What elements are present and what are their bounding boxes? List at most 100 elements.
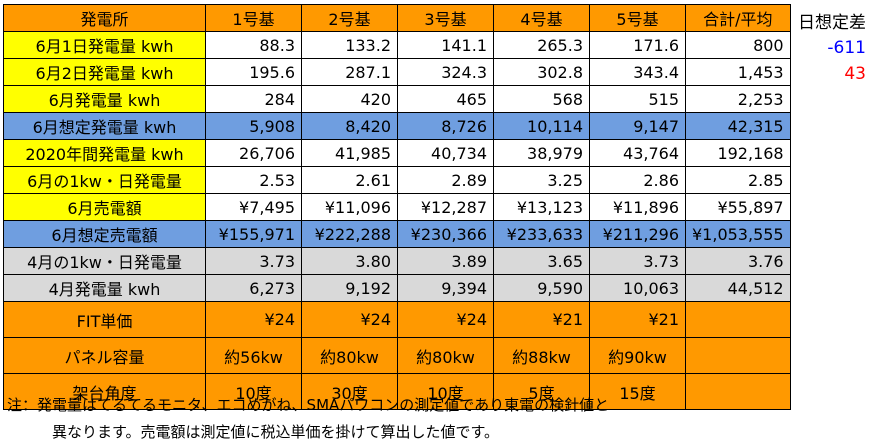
table-cell: 9,394 [397,274,494,302]
table-cell: 42,315 [685,112,791,140]
header-col-3: 3号基 [397,4,494,32]
table-cell: 800 [685,31,791,59]
table-cell: ¥230,366 [397,220,494,248]
table-cell: 287.1 [301,58,398,86]
table-cell: 302.8 [493,58,590,86]
row-label: パネル容量 [3,337,206,374]
table-cell: ¥11,096 [301,193,398,221]
table-cell: 141.1 [397,31,494,59]
table-cell: 133.2 [301,31,398,59]
table-cell: 284 [205,85,302,113]
header-col-5: 5号基 [589,4,686,32]
table-cell: ¥55,897 [685,193,791,221]
table-cell: ¥7,495 [205,193,302,221]
daily-forecast-diff-day1: -611 [827,38,866,58]
table-cell: 3.73 [205,247,302,275]
table-cell: 5度 [493,373,590,410]
row-label: 6月想定発電量 kwh [3,112,206,140]
table-cell: 343.4 [589,58,686,86]
table-cell: ¥1,053,555 [685,220,791,248]
row-label: 4月発電量 kwh [3,274,206,302]
table-cell: 3.76 [685,247,791,275]
table-cell: 3.73 [589,247,686,275]
table-cell: 420 [301,85,398,113]
table-cell: 8,420 [301,112,398,140]
table-cell: 9,590 [493,274,590,302]
row-label: 架台角度 [3,373,206,410]
header-col-2: 2号基 [301,4,398,32]
table-cell: 3.65 [493,247,590,275]
table-cell: 171.6 [589,31,686,59]
table-cell: ¥21 [589,301,686,338]
table-cell: 3.89 [397,247,494,275]
table-cell: 1,453 [685,58,791,86]
table-cell: 2.53 [205,166,302,194]
table-header-row: 発電所 1号基 2号基 3号基 4号基 5号基 合計/平均 [3,4,791,32]
table-cell: 88.3 [205,31,302,59]
table-cell: ¥24 [301,301,398,338]
row-label: 6月想定売電額 [3,220,206,248]
table-cell: 6,273 [205,274,302,302]
row-label: 6月の1kw・日発電量 [3,166,206,194]
table-cell: 約80kw [397,337,494,374]
header-col-6: 合計/平均 [685,4,791,32]
table-cell: ¥24 [397,301,494,338]
table-cell: 10度 [397,373,494,410]
table-cell: 324.3 [397,58,494,86]
row-label: 6月発電量 kwh [3,85,206,113]
header-plant: 発電所 [3,4,206,32]
table-row: 6月2日発電量 kwh 195.6 287.1 324.3 302.8 343.4 1,45… [3,58,791,86]
table-cell: 192,168 [685,139,791,167]
table-cell [685,301,791,338]
row-label: FIT単価 [3,301,206,338]
daily-forecast-diff-title: 日想定差 [798,13,866,33]
table-cell: 195.6 [205,58,302,86]
table-cell: 26,706 [205,139,302,167]
table-cell: 9,192 [301,274,398,302]
table-cell: ¥12,287 [397,193,494,221]
row-label: 4月の1kw・日発電量 [3,247,206,275]
table-row: 4月発電量 kwh 6,273 9,192 9,394 9,590 10,063 44,51… [3,274,791,302]
table-cell: 2.85 [685,166,791,194]
table-cell: 41,985 [301,139,398,167]
table-cell [685,337,791,374]
row-label: 6月2日発電量 kwh [3,58,206,86]
table-cell: ¥211,296 [589,220,686,248]
table-cell: ¥24 [205,301,302,338]
table-cell: 約90kw [589,337,686,374]
row-label: 6月売電額 [3,193,206,221]
table-cell: 2.89 [397,166,494,194]
table-cell: ¥21 [493,301,590,338]
table-cell: 568 [493,85,590,113]
table-cell: ¥13,123 [493,193,590,221]
table-cell: 3.25 [493,166,590,194]
table-cell: 約80kw [301,337,398,374]
table-cell: 40,734 [397,139,494,167]
table-cell: 515 [589,85,686,113]
table-row: 4月の1kw・日発電量 3.73 3.80 3.89 3.65 3.73 3.76 [3,247,791,275]
row-label: 2020年間発電量 kwh [3,139,206,167]
table-cell: 5,908 [205,112,302,140]
row-label: 6月1日発電量 kwh [3,31,206,59]
table-row: 6月の1kw・日発電量 2.53 2.61 2.89 3.25 2.86 2.85 [3,166,791,194]
table-cell: 44,512 [685,274,791,302]
table-cell: 465 [397,85,494,113]
table-cell [685,373,791,410]
table-row: 6月想定発電量 kwh 5,908 8,420 8,726 10,114 9,147 42,… [3,112,791,140]
table-cell: ¥11,896 [589,193,686,221]
table-cell: 9,147 [589,112,686,140]
footnote-line-1: 注：発電量はてるてるモニタ、エコめがね、SMAパワコンの測定値であり東電の検針値… [7,396,610,414]
daily-forecast-diff-day2: 43 [844,64,866,84]
header-col-1: 1号基 [205,4,302,32]
table-cell: 30度 [301,373,398,410]
table-row: 2020年間発電量 kwh 26,706 41,985 40,734 38,979 43,… [3,139,791,167]
table-cell: 2,253 [685,85,791,113]
table-row: FIT単価 ¥24 ¥24 ¥24 ¥21 ¥21 [3,301,791,338]
table-cell: 約88kw [493,337,590,374]
table-cell: ¥233,633 [493,220,590,248]
table-cell: 15度 [589,373,686,410]
footnote-line-2: 異なります。売電額は測定値に税込単価を掛けて算出した値です。 [52,423,500,441]
table-cell: 43,764 [589,139,686,167]
table-row: パネル容量 約56kw 約80kw 約80kw 約88kw 約90kw [3,337,791,374]
table-cell: 約56kw [205,337,302,374]
